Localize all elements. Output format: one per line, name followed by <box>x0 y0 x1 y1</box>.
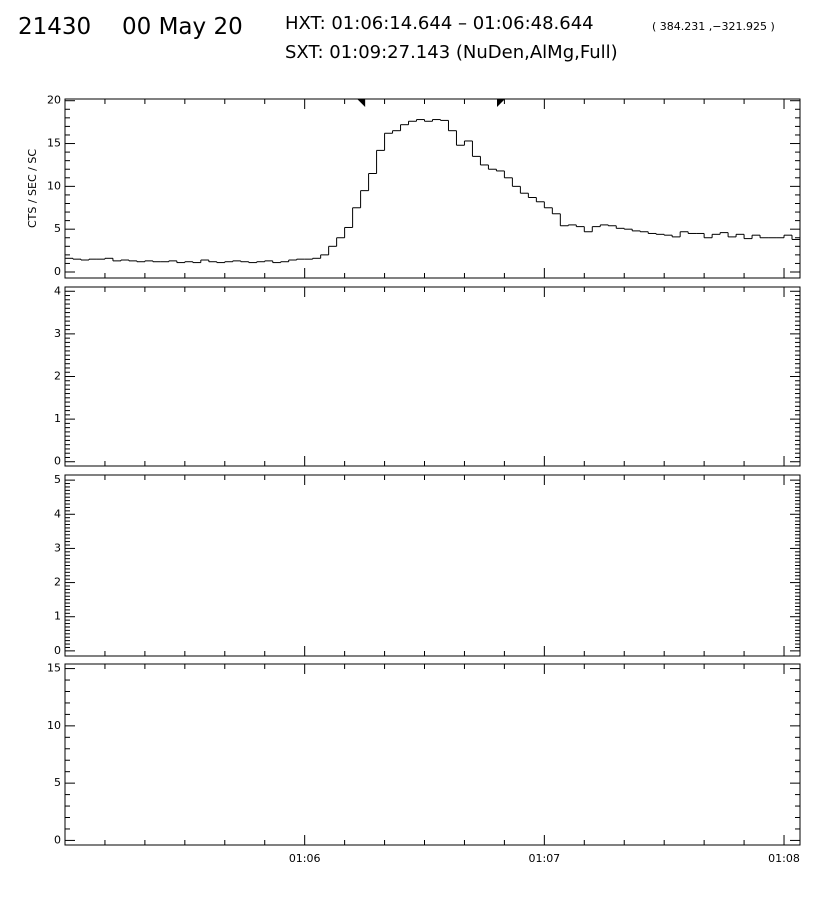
y-tick-label: 0 <box>54 455 61 468</box>
event-number: 21430 <box>18 14 91 40</box>
y-tick-label: 5 <box>54 222 61 235</box>
plot-frame <box>64 663 801 846</box>
interval-marker <box>496 99 505 107</box>
y-tick-label: 3 <box>54 541 61 554</box>
y-tick-label: 20 <box>47 94 61 107</box>
y-tick-label: 15 <box>47 662 61 675</box>
y-tick-label: 3 <box>54 327 61 340</box>
y-tick-label: 5 <box>54 473 61 486</box>
interval-marker <box>357 99 366 107</box>
x-tick-label: 01:08 <box>768 852 800 865</box>
y-axis-label: CTS / SEC / SC <box>26 149 39 228</box>
y-tick-label: 4 <box>54 284 61 297</box>
y-tick-label: 1 <box>54 610 61 623</box>
y-tick-label: 15 <box>47 137 61 150</box>
y-tick-label: 1 <box>54 412 61 425</box>
y-tick-label: 2 <box>54 576 61 589</box>
y-tick-label: 0 <box>54 644 61 657</box>
x-tick-label: 01:06 <box>289 852 321 865</box>
y-tick-label: 0 <box>54 265 61 278</box>
plot-frame <box>64 98 801 279</box>
y-tick-label: 4 <box>54 507 61 520</box>
sxt-time: SXT: 01:09:27.143 (NuDen,AlMg,Full) <box>285 42 618 63</box>
position: ( 384.231 ,−321.925 ) <box>652 20 775 33</box>
hxt-interval: HXT: 01:06:14.644 – 01:06:48.644 <box>285 13 594 34</box>
y-tick-label: 2 <box>54 370 61 383</box>
date: 00 May 20 <box>122 14 243 40</box>
y-tick-label: 5 <box>54 776 61 789</box>
y-tick-label: 10 <box>47 719 61 732</box>
y-tick-label: 10 <box>47 179 61 192</box>
x-tick-label: 01:07 <box>528 852 560 865</box>
y-tick-label: 0 <box>54 833 61 846</box>
